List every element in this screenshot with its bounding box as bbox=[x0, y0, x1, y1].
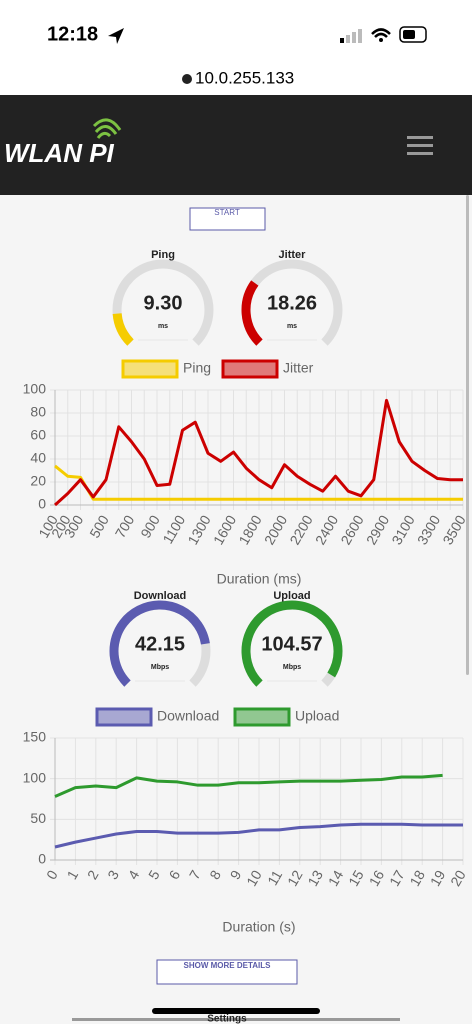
gauge-fill bbox=[112, 313, 134, 346]
y-tick-label: 0 bbox=[38, 496, 46, 512]
x-tick-label: 12 bbox=[284, 867, 306, 889]
browser-chrome bbox=[0, 0, 472, 95]
x-tick-label: 13 bbox=[304, 867, 326, 889]
logo-wifi bbox=[92, 118, 122, 139]
x-tick-label: 16 bbox=[366, 867, 388, 889]
gauge-unit: Mbps bbox=[151, 664, 169, 671]
gauge-value: 104.57 bbox=[261, 633, 322, 655]
gauge-unit: ms bbox=[158, 323, 168, 330]
scrollbar bbox=[466, 195, 469, 675]
settings-link[interactable]: Settings bbox=[207, 1014, 247, 1024]
menu-button[interactable] bbox=[407, 136, 433, 155]
gauge-title: Download bbox=[134, 590, 187, 602]
gauge-fill bbox=[241, 280, 263, 346]
y-tick-label: 150 bbox=[23, 729, 47, 745]
series-line bbox=[54, 773, 443, 798]
battery-icon bbox=[399, 26, 427, 43]
gauge-value: 9.30 bbox=[144, 292, 183, 314]
details-button-label[interactable]: SHOW MORE DETAILS bbox=[184, 961, 272, 970]
clock: 12:18 bbox=[47, 23, 98, 45]
gauge-unit: ms bbox=[287, 323, 297, 330]
series-line bbox=[53, 398, 463, 507]
location-icon bbox=[108, 28, 124, 44]
gauge-fill bbox=[241, 600, 343, 687]
y-tick-label: 50 bbox=[30, 810, 46, 826]
url-icon[interactable] bbox=[182, 74, 192, 84]
battery-level bbox=[403, 30, 415, 39]
x-axis-label: Duration (ms) bbox=[217, 571, 302, 587]
gauge-title: Jitter bbox=[279, 249, 307, 261]
y-tick-label: 100 bbox=[23, 769, 47, 785]
y-tick-label: 80 bbox=[30, 404, 46, 420]
y-tick-label: 60 bbox=[30, 427, 46, 443]
details-button[interactable] bbox=[156, 959, 298, 985]
x-tick-label: 18 bbox=[406, 867, 428, 889]
gauge-title: Ping bbox=[151, 249, 175, 261]
legend-swatch bbox=[221, 359, 279, 379]
wifi-icon bbox=[371, 28, 391, 38]
start-button[interactable] bbox=[189, 207, 266, 231]
y-tick-label: 100 bbox=[23, 381, 47, 397]
signal-icon bbox=[340, 29, 362, 43]
gauge-fill bbox=[109, 600, 210, 687]
x-axis-label: Duration (s) bbox=[222, 919, 295, 935]
y-tick-label: 40 bbox=[30, 450, 46, 466]
series-line bbox=[54, 822, 463, 849]
x-tick-label: 10 bbox=[243, 867, 265, 889]
home-indicator bbox=[152, 1008, 320, 1014]
start-button-label[interactable]: START bbox=[214, 208, 240, 217]
legend-label: Upload bbox=[295, 708, 339, 724]
wifi-dot bbox=[379, 38, 383, 42]
legend-swatch bbox=[95, 707, 153, 727]
gauge-title: Upload bbox=[273, 590, 310, 602]
url[interactable]: 10.0.255.133 bbox=[195, 68, 294, 87]
legend-label: Jitter bbox=[283, 360, 314, 376]
x-tick-label: 20 bbox=[447, 867, 469, 889]
tab-line bbox=[72, 1018, 400, 1021]
legend-label: Ping bbox=[183, 360, 211, 376]
navbar bbox=[0, 95, 472, 195]
x-tick-label: 11 bbox=[264, 867, 285, 888]
legend-swatch bbox=[121, 359, 179, 379]
series-line bbox=[54, 464, 463, 501]
x-tick-label: 14 bbox=[325, 867, 347, 889]
x-tick-label: 17 bbox=[386, 867, 408, 889]
y-tick-label: 0 bbox=[38, 851, 46, 867]
x-tick-label: 19 bbox=[427, 867, 449, 889]
y-tick-label: 20 bbox=[30, 473, 46, 489]
gauge-value: 18.26 bbox=[267, 292, 317, 314]
x-tick-label: 15 bbox=[345, 867, 367, 889]
legend-label: Download bbox=[157, 708, 219, 724]
gauge-value: 42.15 bbox=[135, 633, 185, 655]
logo[interactable]: WLAN PI bbox=[4, 138, 115, 168]
legend-swatch bbox=[233, 707, 291, 727]
gauge-unit: Mbps bbox=[283, 664, 301, 671]
